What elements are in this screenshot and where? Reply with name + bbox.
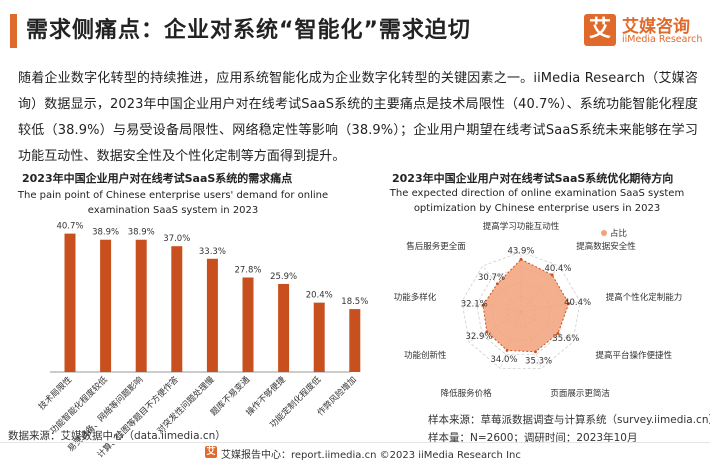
logo-icon: 艾 xyxy=(584,14,616,46)
bar-2 xyxy=(100,239,112,372)
radar-value-label-8: 32.1% xyxy=(461,300,488,310)
bar-9 xyxy=(349,309,361,372)
footer-text: 艾媒报告中心：report.iimedia.cn ©2023 iiMedia R… xyxy=(221,450,521,461)
radar-category-label-2: 提高数据安全性 xyxy=(576,241,636,252)
sample-size-note: 样本量：N=2600；调研时间：2023年10月 xyxy=(428,432,638,444)
radar-legend-label: 占比 xyxy=(610,228,627,239)
radar-category-label-7: 功能创新性 xyxy=(404,350,447,361)
radar-value-label-1: 43.9% xyxy=(507,246,534,256)
radar-value-label-6: 34.0% xyxy=(490,355,517,365)
bar-chart-title-en-line1: The pain point of Chinese enterprise use… xyxy=(17,190,329,201)
bar-value-label-9: 18.5% xyxy=(341,297,368,307)
radar-category-label-9: 售后服务更全面 xyxy=(406,241,466,252)
radar-chart-title-en: The expected direction of online examina… xyxy=(372,186,702,216)
bar-6 xyxy=(242,277,254,372)
radar-legend-swatch xyxy=(601,230,607,236)
bar-value-label-3: 38.9% xyxy=(128,228,155,238)
radar-point-6 xyxy=(505,348,509,352)
radar-point-7 xyxy=(485,330,489,334)
radar-chart-title-cn: 2023年中国企业用户对在线考试SaaS系统优化期待方向 xyxy=(392,172,674,185)
bar-chart-title-en: The pain point of Chinese enterprise use… xyxy=(8,188,338,218)
footer-divider xyxy=(0,442,710,443)
radar-category-label-4: 提高平台操作便捷性 xyxy=(595,350,672,361)
radar-chart-title-en-line1: The expected direction of online examina… xyxy=(389,188,685,199)
logo-en-text: iiMedia Research xyxy=(622,34,703,45)
bar-5 xyxy=(206,258,218,372)
bar-7 xyxy=(278,283,290,372)
radar-chart-title-en-line2: optimization by Chinese enterprise users… xyxy=(413,203,661,214)
radar-value-label-3: 40.4% xyxy=(564,298,591,308)
bar-value-label-8: 20.4% xyxy=(306,291,333,301)
radar-point-1 xyxy=(519,257,523,261)
bar-3 xyxy=(135,239,147,372)
radar-category-label-3: 提高个性化定制能力 xyxy=(606,292,683,303)
radar-series-area xyxy=(482,258,570,353)
radar-value-label-5: 35.3% xyxy=(525,356,552,366)
radar-category-label-1: 提高学习功能互动性 xyxy=(483,221,560,232)
bar-chart-title-en-line2: examination SaaS system in 2023 xyxy=(87,205,259,216)
logo-cn-text: 艾媒咨询 xyxy=(622,17,690,37)
radar-point-5 xyxy=(534,350,537,354)
sample-source-note: 样本来源：草莓派数据调查与计算系统（survey.iimedia.cn） xyxy=(428,414,710,426)
radar-category-label-5: 页面展示更简洁 xyxy=(550,388,610,399)
radar-category-label-8: 功能多样化 xyxy=(394,292,437,303)
iimedia-logo[interactable]: 艾 艾媒咨询 iiMedia Research xyxy=(584,12,703,52)
page-title: 需求侧痛点：企业对系统“智能化”需求迫切 xyxy=(26,18,471,43)
radar-value-label-2: 40.4% xyxy=(544,264,571,274)
data-source-note: 数据来源：艾媒数据中心（data.iimedia.cn） xyxy=(8,430,226,442)
radar-grid-ring-4 xyxy=(461,251,581,369)
bar-value-label-4: 37.0% xyxy=(163,234,190,244)
bar-1 xyxy=(64,233,76,372)
bar-chart-title-cn: 2023年中国企业用户对在线考试SaaS系统的需求痛点 xyxy=(22,172,293,185)
bar-value-label-6: 27.8% xyxy=(234,265,261,275)
bar-value-label-2: 38.9% xyxy=(92,228,119,238)
bar-4 xyxy=(171,246,183,372)
radar-point-4 xyxy=(556,331,560,335)
bar-value-label-5: 33.3% xyxy=(199,247,226,257)
bar-value-label-7: 25.9% xyxy=(270,272,297,282)
radar-value-label-4: 35.6% xyxy=(552,334,579,344)
bar-8 xyxy=(313,302,325,372)
radar-value-label-7: 32.9% xyxy=(466,332,493,342)
radar-point-9 xyxy=(495,282,499,286)
radar-point-8 xyxy=(481,303,485,307)
title-accent-bar xyxy=(10,14,17,48)
intro-paragraph: 随着企业数字化转型的持续推进，应用系统智能化成为企业数字化转型的关键因素之一。i… xyxy=(18,71,698,164)
radar-value-label-9: 30.7% xyxy=(478,273,505,283)
radar-category-label-6: 降低服务价格 xyxy=(441,388,493,399)
radar-point-3 xyxy=(567,302,571,305)
bar-value-label-1: 40.7% xyxy=(56,222,83,232)
footer-logo-icon: 艾 xyxy=(205,446,217,458)
radar-point-2 xyxy=(550,273,554,277)
